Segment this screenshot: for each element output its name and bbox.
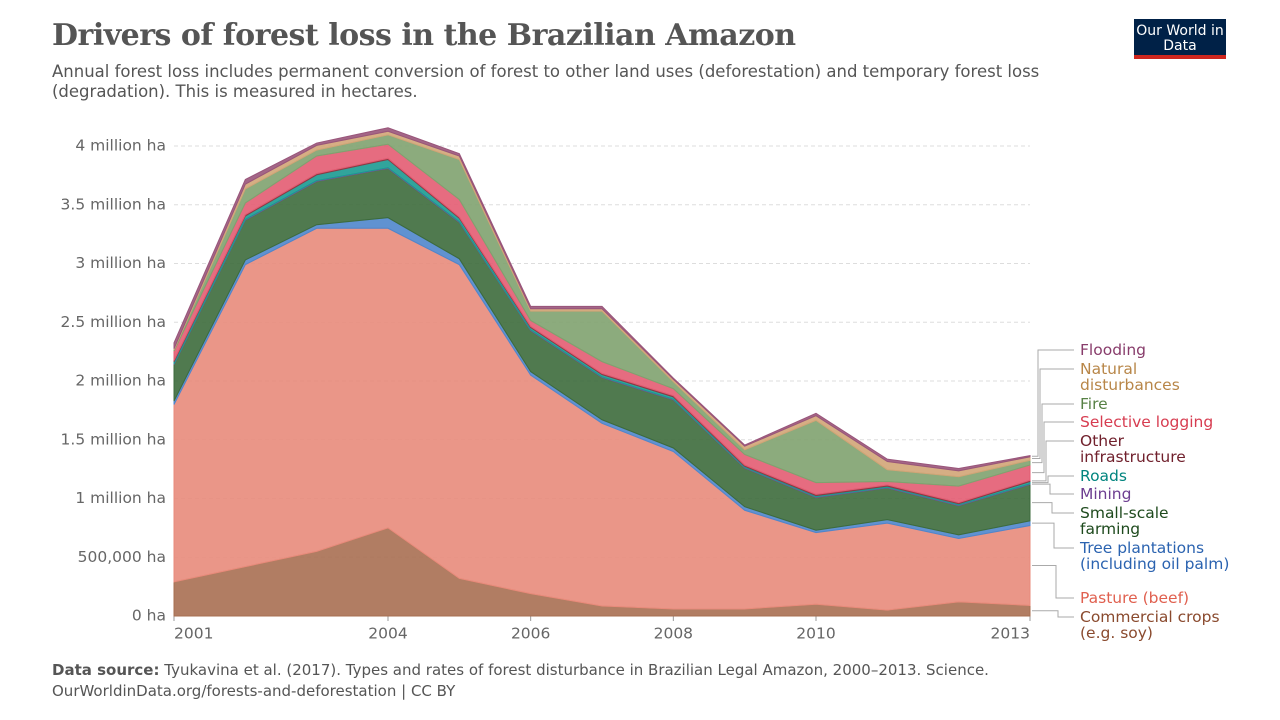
footer: Data source: Tyukavina et al. (2017). Ty… <box>52 660 989 702</box>
chart-title: Drivers of forest loss in the Brazilian … <box>52 18 796 53</box>
y-tick-label: 0 ha <box>132 607 166 625</box>
x-tick-label: 2004 <box>368 625 407 643</box>
legend-label[interactable]: Fire <box>1080 395 1108 413</box>
logo[interactable]: Our World in Data <box>1134 19 1226 59</box>
legend-connector <box>1032 502 1074 514</box>
legend-label[interactable]: Commercial crops (e.g. soy) <box>1080 608 1220 642</box>
legend-connector <box>1032 349 1074 457</box>
y-tick-label: 2 million ha <box>75 372 166 390</box>
x-tick-label: 2010 <box>796 625 835 643</box>
legend-label[interactable]: Pasture (beef) <box>1080 589 1190 607</box>
x-tick-label: 2006 <box>511 625 550 643</box>
y-tick-label: 4 million ha <box>75 137 166 155</box>
y-tick-label: 2.5 million ha <box>61 313 166 331</box>
legend-connector <box>1032 475 1074 484</box>
legend-label[interactable]: Tree plantations (including oil palm) <box>1080 539 1230 573</box>
y-tick-label: 3 million ha <box>75 254 166 272</box>
x-tick-label: 2001 <box>174 625 213 643</box>
legend-label[interactable]: Small-scale farming <box>1080 504 1169 538</box>
x-tick-label: 2013 <box>991 625 1030 643</box>
legend-label[interactable]: Flooding <box>1080 341 1146 359</box>
legend-label[interactable]: Mining <box>1080 485 1132 503</box>
legend-label[interactable]: Selective logging <box>1080 413 1214 431</box>
y-tick-label: 1 million ha <box>75 489 166 507</box>
source-url: OurWorldinData.org/forests-and-deforesta… <box>52 682 456 700</box>
legend-label[interactable]: Natural disturbances <box>1080 360 1180 394</box>
y-tick-label: 500,000 ha <box>78 548 166 566</box>
legend-connector <box>1032 403 1074 464</box>
legend-connector <box>1032 522 1074 549</box>
legend-connector <box>1032 368 1074 460</box>
area <box>173 127 1031 472</box>
y-tick-label: 1.5 million ha <box>61 430 166 448</box>
legend-connector <box>1032 483 1074 495</box>
legend-label[interactable]: Other infrastructure <box>1080 432 1186 466</box>
legend-connector <box>1032 440 1074 482</box>
x-tick-label: 2008 <box>654 625 693 643</box>
source-label: Data source: <box>52 661 160 679</box>
legend-connector <box>1032 610 1074 618</box>
legend-connector <box>1032 564 1074 599</box>
y-tick-label: 3.5 million ha <box>61 195 166 213</box>
chart-subtitle: Annual forest loss includes permanent co… <box>52 62 1040 101</box>
legend-connector <box>1032 421 1074 474</box>
source-text: Tyukavina et al. (2017). Types and rates… <box>164 661 989 679</box>
legend-label[interactable]: Roads <box>1080 467 1127 485</box>
